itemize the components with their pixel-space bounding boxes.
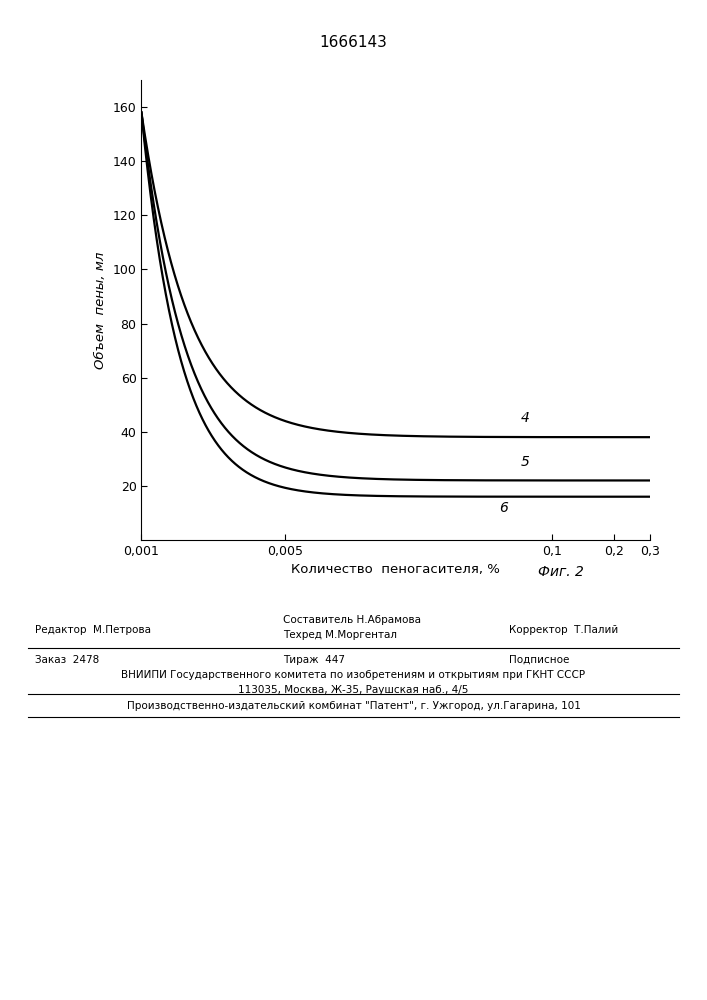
- Y-axis label: Объем  пены, мл: Объем пены, мл: [94, 251, 107, 369]
- Text: ВНИИПИ Государственного комитета по изобретениям и открытиям при ГКНТ СССР: ВНИИПИ Государственного комитета по изоб…: [122, 670, 585, 680]
- Text: Производственно-издательский комбинат "Патент", г. Ужгород, ул.Гагарина, 101: Производственно-издательский комбинат "П…: [127, 701, 580, 711]
- Text: Составитель Н.Абрамова: Составитель Н.Абрамова: [283, 615, 421, 625]
- Text: 6: 6: [499, 501, 508, 515]
- Text: Фиг. 2: Фиг. 2: [539, 565, 584, 579]
- Text: Заказ  2478: Заказ 2478: [35, 655, 100, 665]
- Text: 113035, Москва, Ж-35, Раушская наб., 4/5: 113035, Москва, Ж-35, Раушская наб., 4/5: [238, 685, 469, 695]
- Text: Редактор  М.Петрова: Редактор М.Петрова: [35, 625, 151, 635]
- Text: 1666143: 1666143: [320, 35, 387, 50]
- Text: Подписное: Подписное: [509, 655, 569, 665]
- Text: 4: 4: [520, 411, 530, 425]
- Text: 5: 5: [520, 455, 530, 469]
- Text: Техред М.Моргентал: Техред М.Моргентал: [283, 630, 397, 640]
- Text: Корректор  Т.Палий: Корректор Т.Палий: [509, 625, 619, 635]
- X-axis label: Количество  пеногасителя, %: Количество пеногасителя, %: [291, 563, 501, 576]
- Text: Тираж  447: Тираж 447: [283, 655, 345, 665]
